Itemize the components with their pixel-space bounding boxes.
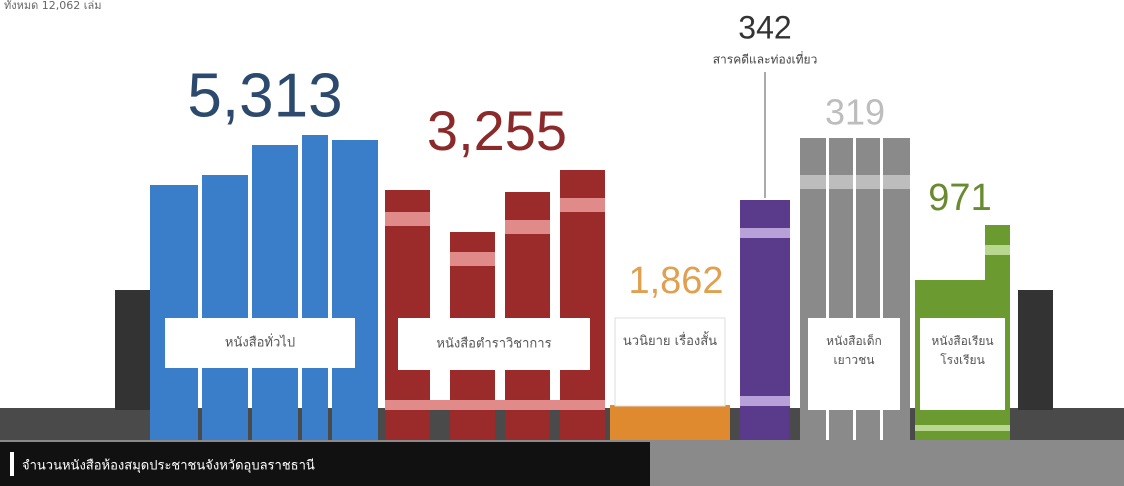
footer-caption: จำนวนหนังสือห้องสมุดประชาชนจังหวัดอุบลรา…	[22, 458, 315, 474]
footer-mark	[10, 452, 14, 476]
item-label: สารคดีและท่องเที่ยว	[713, 51, 818, 67]
side-block	[115, 290, 153, 410]
item-label: หนังสือตำราวิชาการ	[436, 336, 551, 352]
orange-books	[610, 405, 730, 440]
label-box	[920, 318, 1005, 410]
label-box	[165, 318, 355, 368]
item-value: 319	[825, 92, 885, 133]
label-box	[614, 317, 726, 407]
side-block	[1018, 290, 1053, 410]
item-value: 5,313	[187, 61, 342, 130]
item-value: 342	[738, 9, 791, 45]
label-wrap: หนังสือเด็ก เยาวชน	[826, 334, 882, 367]
item-value: 3,255	[427, 99, 567, 162]
item-label: หนังสือเรียน โรงเรียน	[931, 334, 994, 367]
red-books	[385, 170, 605, 440]
header-title: ทั้งหมด 12,062 เล่ม	[4, 0, 102, 12]
item-value: 971	[928, 177, 991, 219]
footer-box	[0, 442, 650, 486]
item-label: หนังสือเด็ก เยาวชน	[826, 334, 882, 367]
stripe	[740, 228, 790, 238]
item-label: หนังสือทั่วไป	[225, 334, 295, 351]
label-wrap: นวนิยาย เรื่องสั้น	[622, 334, 718, 349]
item-label: นวนิยาย เรื่องสั้น	[622, 334, 718, 349]
stripe	[740, 396, 790, 406]
label-box	[808, 318, 900, 410]
item-value: 1,862	[628, 260, 723, 302]
blue-books	[150, 135, 378, 440]
label-box	[398, 318, 590, 370]
label-wrap: หนังสือเรียน โรงเรียน	[931, 334, 994, 367]
